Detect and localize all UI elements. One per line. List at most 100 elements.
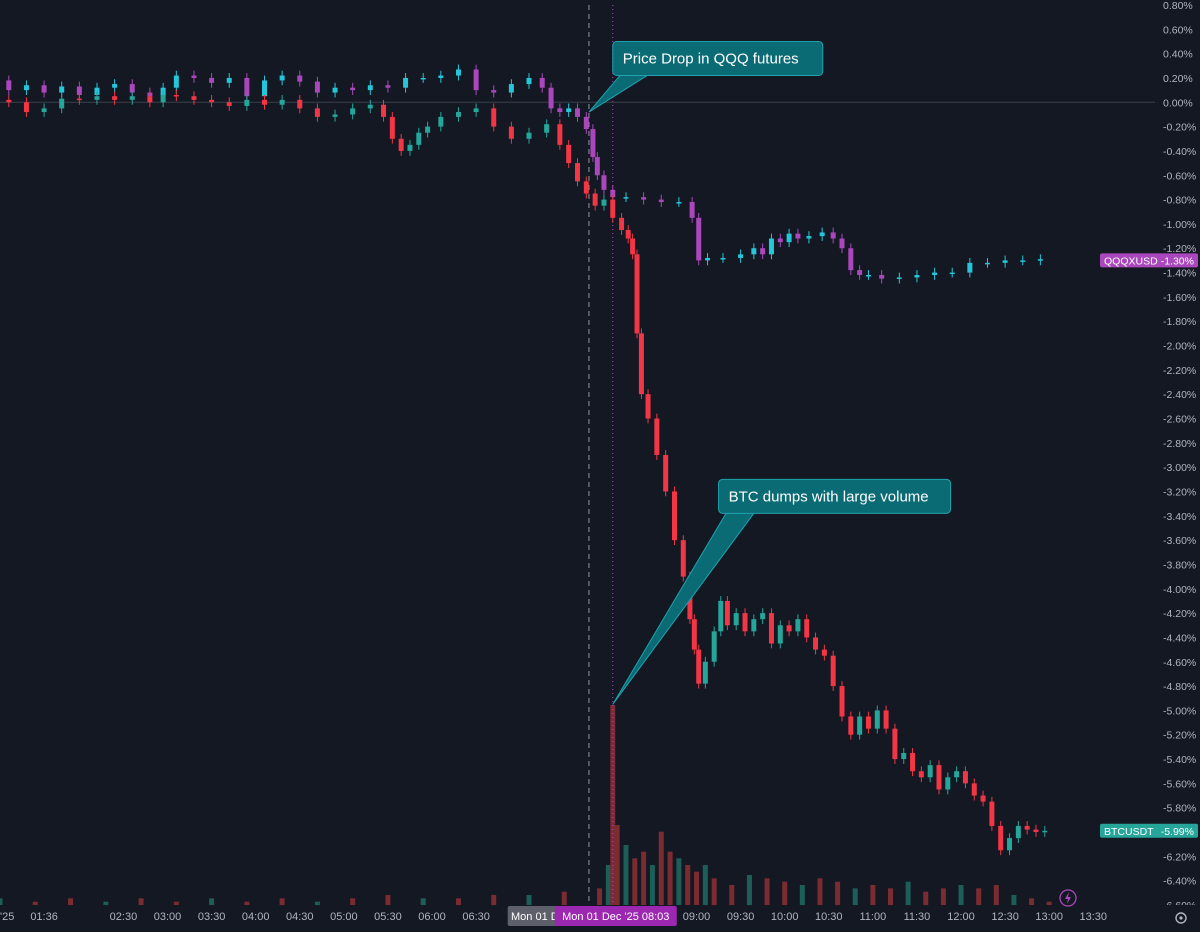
volume-bar: [993, 885, 999, 905]
y-axis[interactable]: 0.80% 0.60% 0.40% 0.20% 0.00% -0.20% -0.40% -0.…: [1163, 0, 1196, 912]
qqqxusd-candle: [420, 77, 426, 80]
volume-bar: [597, 888, 603, 905]
volume-bar: [173, 901, 179, 905]
qqqxusd-candle: [548, 87, 554, 109]
y-tick-label: -0.60%: [1163, 170, 1196, 182]
qqqxusd-candle: [244, 77, 250, 97]
btcusdt-candle: [191, 96, 197, 100]
qqqxusd-candle: [297, 75, 303, 82]
btcusdt-candle: [1007, 838, 1013, 851]
btcusdt-candle: [954, 771, 960, 778]
qqqxusd-candle: [705, 257, 711, 261]
btcusdt-candle: [786, 625, 792, 632]
btcusdt-candle: [821, 649, 827, 656]
volume-bar: [244, 901, 250, 905]
y-tick-label: -2.00%: [1163, 341, 1196, 353]
btcusdt-candle: [857, 716, 863, 735]
volume-bar: [667, 851, 673, 905]
qqqxusd-candle: [473, 69, 479, 91]
btcusdt-candle: [610, 199, 616, 218]
volume-bar: [623, 845, 629, 905]
qqqxusd-candle: [641, 197, 647, 200]
btcusdt-candle: [733, 613, 739, 626]
qqqxusd-candle: [879, 275, 885, 279]
qqqxusd-candle: [112, 84, 118, 88]
btcusdt-candle: [389, 116, 395, 139]
btcusdt-candle: [619, 217, 625, 230]
btcusdt-candle: [544, 124, 550, 133]
qqqxusd-candle: [41, 85, 47, 93]
volume-bar: [817, 878, 823, 905]
qqqxusd-candle: [6, 80, 12, 91]
btcusdt-candle: [173, 95, 179, 97]
y-tick-label: -4.60%: [1163, 657, 1196, 669]
btcusdt-candle: [638, 333, 644, 395]
btcusdt-candle: [416, 132, 422, 145]
btcusdt-candle: [41, 108, 47, 113]
y-tick-label: -2.20%: [1163, 365, 1196, 377]
volume-bar: [711, 878, 717, 905]
btcusdt-candle: [583, 181, 589, 194]
volume-bar: [799, 885, 805, 905]
volume-bar: [605, 865, 611, 905]
qqqxusd-candle: [566, 108, 572, 113]
qqqxusd-candle: [865, 275, 871, 277]
series-tag-value: -1.30%: [1161, 255, 1194, 267]
volume-bar: [614, 825, 620, 905]
qqqxusd-candle: [403, 77, 409, 88]
btcusdt-candle: [244, 99, 250, 106]
qqqxusd-candle: [367, 85, 373, 91]
x-axis[interactable]: '25 01:36 02:30 03:00 03:30 04:00 04:30 05:00 05…: [0, 905, 1200, 932]
annotation-box: [612, 40, 824, 76]
y-tick-label: -2.60%: [1163, 414, 1196, 426]
y-tick-label: 0.60%: [1163, 24, 1193, 36]
qqqxusd-candle: [949, 272, 955, 275]
volume-bar: [385, 895, 391, 905]
btcusdt-candle: [971, 783, 977, 796]
btcusdt-candle: [407, 144, 413, 151]
qqqxusd-candle: [830, 232, 836, 239]
btcusdt-candle: [59, 98, 65, 109]
btcusdt-candle: [491, 108, 497, 127]
btcusdt-candle: [398, 138, 404, 151]
y-tick-label: -2.80%: [1163, 438, 1196, 450]
btcusdt-candle: [381, 104, 387, 117]
qqqxusd-candle: [696, 217, 702, 261]
btcusdt-candle: [848, 716, 854, 735]
btcusdt-candle: [696, 649, 702, 684]
btcusdt-candle: [645, 394, 651, 419]
y-tick-label: -1.60%: [1163, 292, 1196, 304]
btcusdt-candle: [680, 540, 686, 577]
annotation-text: BTC dumps with large volume: [729, 488, 929, 505]
btcusdt-candle: [927, 765, 933, 778]
x-tick-label: 02:30: [110, 911, 138, 923]
qqqxusd-candle: [191, 75, 197, 78]
qqqxusd-candle: [491, 90, 497, 93]
volume-bar: [702, 865, 708, 905]
btcusdt-candle: [226, 102, 232, 106]
lightning-icon[interactable]: [1059, 889, 1077, 907]
y-tick-label: -3.40%: [1163, 511, 1196, 523]
x-tick-label: 10:00: [771, 911, 799, 923]
qqqxusd-candle: [23, 85, 29, 91]
qqqxusd-candle: [760, 248, 766, 255]
btcusdt-candle: [691, 619, 697, 650]
btcusdt-candle: [980, 795, 986, 802]
y-tick-label: -1.20%: [1163, 243, 1196, 255]
btcusdt-candle: [76, 98, 82, 101]
btcusdt-candle: [874, 710, 880, 729]
btcusdt-candle: [962, 771, 968, 784]
qqqxusd-candle: [806, 236, 812, 239]
volume-bar: [138, 898, 144, 905]
btcusdt-candle: [526, 132, 532, 139]
settings-gear-icon[interactable]: [1175, 912, 1187, 924]
qqqxusd-candle: [557, 108, 563, 113]
y-tick-label: -1.80%: [1163, 316, 1196, 328]
btcusdt-candle: [804, 619, 810, 638]
btcusdt-candle: [751, 619, 757, 632]
btcusdt-candle: [901, 752, 907, 760]
volume-bar: [649, 865, 655, 905]
btcusdt-candle: [813, 637, 819, 650]
qqqxusd-candle: [819, 232, 825, 237]
